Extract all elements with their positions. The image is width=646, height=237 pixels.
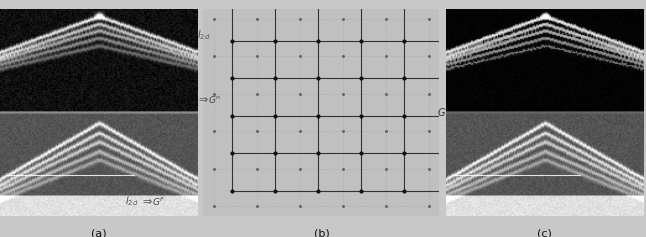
Text: (a): (a) [90,228,107,237]
Text: $G^F$: $G^F$ [152,195,166,208]
Text: $G^H$: $G^H$ [437,106,453,119]
Text: $\Rightarrow$: $\Rightarrow$ [196,95,209,105]
Text: $I_{2d}$: $I_{2d}$ [125,195,138,208]
Text: (c): (c) [537,228,552,237]
Text: (b): (b) [313,228,329,237]
Text: $G^n$: $G^n$ [208,94,222,105]
Text: $\Rightarrow$: $\Rightarrow$ [140,196,152,206]
Text: $I_{2d}$: $I_{2d}$ [197,28,211,42]
